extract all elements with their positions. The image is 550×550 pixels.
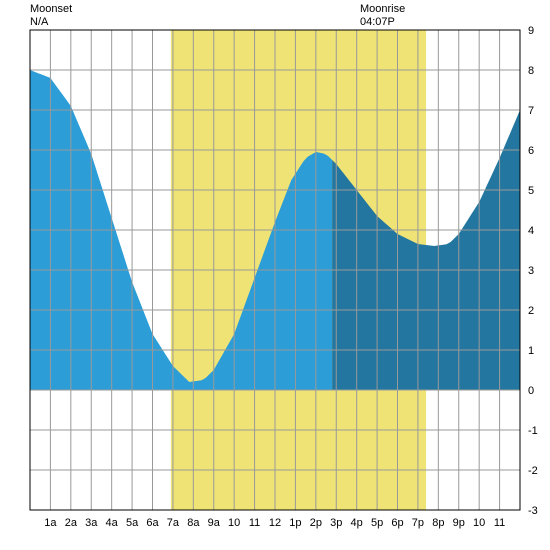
svg-text:2: 2 [528, 305, 534, 317]
svg-text:9a: 9a [208, 517, 221, 529]
svg-text:9p: 9p [453, 517, 465, 529]
svg-text:8p: 8p [432, 517, 444, 529]
svg-text:12: 12 [269, 517, 281, 529]
svg-text:7: 7 [528, 105, 534, 117]
svg-text:5a: 5a [126, 517, 139, 529]
svg-text:5: 5 [528, 185, 534, 197]
svg-text:1a: 1a [44, 517, 57, 529]
svg-text:10: 10 [228, 517, 240, 529]
svg-text:7a: 7a [167, 517, 180, 529]
svg-text:9: 9 [528, 25, 534, 37]
svg-text:1: 1 [528, 345, 534, 357]
svg-text:11: 11 [494, 517, 505, 529]
svg-text:-3: -3 [528, 505, 538, 517]
svg-text:2a: 2a [65, 517, 78, 529]
tide-chart: Moonset N/A Moonrise 04:07P -3-2-1012345… [0, 0, 550, 550]
svg-text:10: 10 [473, 517, 485, 529]
svg-text:7p: 7p [412, 517, 424, 529]
svg-text:-1: -1 [528, 425, 538, 437]
svg-text:0: 0 [528, 385, 534, 397]
svg-text:8a: 8a [187, 517, 200, 529]
svg-text:4p: 4p [351, 517, 363, 529]
chart-svg: -3-2-101234567891a2a3a4a5a6a7a8a9a101112… [0, 0, 550, 550]
svg-text:2p: 2p [310, 517, 322, 529]
svg-text:6: 6 [528, 145, 534, 157]
svg-text:4: 4 [528, 225, 534, 237]
svg-text:-2: -2 [528, 465, 538, 477]
svg-text:11: 11 [249, 517, 260, 529]
svg-text:6p: 6p [391, 517, 403, 529]
svg-text:3a: 3a [85, 517, 98, 529]
svg-text:3p: 3p [330, 517, 342, 529]
svg-text:8: 8 [528, 65, 534, 77]
svg-text:4a: 4a [106, 517, 119, 529]
svg-text:3: 3 [528, 265, 534, 277]
svg-text:5p: 5p [371, 517, 383, 529]
svg-text:1p: 1p [289, 517, 301, 529]
svg-text:6a: 6a [146, 517, 159, 529]
